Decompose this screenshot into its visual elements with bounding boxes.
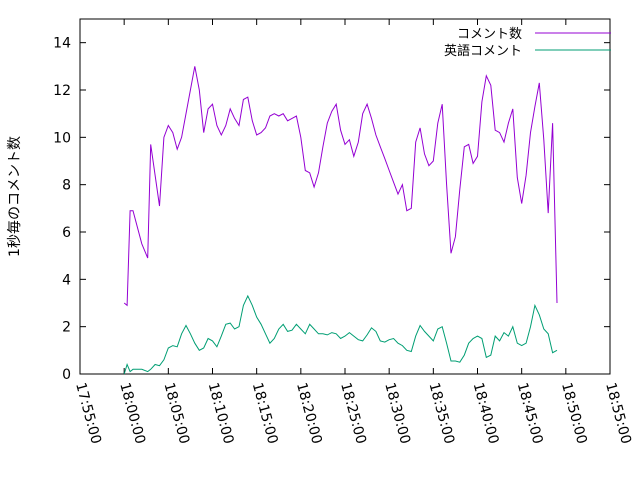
- x-tick-label: 18:25:00: [337, 381, 369, 446]
- x-tick-label: 17:55:00: [72, 381, 104, 446]
- y-tick-label: 12: [53, 83, 71, 99]
- plot-frame: [79, 18, 611, 375]
- series-line-1: [123, 66, 558, 307]
- x-tick-label: 18:10:00: [205, 381, 237, 446]
- y-axis: 0 2 4 6 8 10 12 14: [53, 36, 610, 383]
- y-tick-label: 4: [62, 272, 71, 288]
- series-line-2: [123, 294, 558, 375]
- x-tick-label: 18:30:00: [381, 381, 413, 446]
- y-axis-label: 1秒毎のコメント数: [7, 136, 23, 257]
- x-tick-label: 18:45:00: [514, 381, 546, 446]
- x-tick-label: 18:15:00: [249, 381, 281, 446]
- x-tick-label: 18:20:00: [293, 381, 325, 446]
- x-tick-label: 18:50:00: [558, 381, 590, 446]
- y-tick-label: 10: [53, 130, 71, 146]
- series-layer: [123, 66, 558, 375]
- x-axis: 17:55:00 18:00:00 18:05:00 18:10:00 18:15:00…: [72, 19, 634, 446]
- x-tick-label: 18:55:00: [602, 381, 634, 446]
- legend-label: 英語コメント: [444, 43, 522, 59]
- y-tick-label: 8: [62, 178, 71, 194]
- x-tick-label: 18:40:00: [470, 381, 502, 446]
- y-tick-label: 2: [62, 320, 71, 336]
- x-tick-label: 18:05:00: [160, 381, 192, 446]
- x-tick-label: 18:35:00: [425, 381, 457, 446]
- y-tick-label: 0: [62, 367, 71, 383]
- x-tick-label: 18:00:00: [116, 381, 148, 446]
- y-tick-label: 14: [53, 36, 71, 52]
- legend-label: コメント数: [457, 27, 522, 42]
- y-tick-label: 6: [62, 225, 71, 241]
